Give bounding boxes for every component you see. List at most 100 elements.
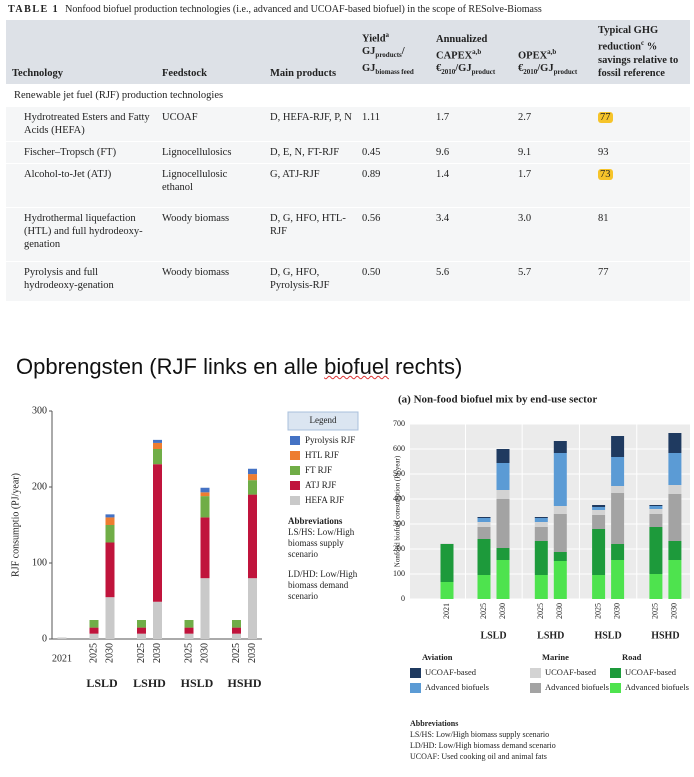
table-row: Fischer–Tropsch (FT) Lignocellulosics D, E… (6, 140, 690, 163)
legend-swatch (290, 496, 300, 505)
bar-segment (184, 627, 194, 634)
header-row: Technology Feedstock Main products Yielda G… (6, 20, 690, 84)
x-tick-label: 2025 (479, 603, 488, 619)
chart-title: (a) Non-food biofuel mix by end-use sect… (398, 394, 597, 406)
table-cell: 77 (592, 105, 690, 141)
group-label: LSHD (133, 676, 166, 690)
bar-segment (649, 527, 663, 574)
y-tick-label: 100 (32, 557, 47, 568)
notes-line: LD/HD: Low/High biomass demand scenario (410, 741, 556, 750)
table-cell: 0.56 (356, 206, 430, 261)
group-label: HSHD (227, 676, 261, 690)
plot-background (410, 424, 690, 599)
cell-text: 1.11 (362, 111, 380, 123)
bar-segment (137, 620, 146, 628)
legend-group-title: Aviation (422, 652, 453, 662)
bar-segment (477, 539, 491, 575)
cell-text: G, ATJ-RJF (270, 168, 320, 180)
group-label: LSLD (86, 676, 118, 690)
bar-segment (496, 449, 510, 463)
cell-text: Woody biomass (162, 266, 230, 278)
header-text: Technology (12, 67, 63, 79)
bar-segment (668, 560, 682, 599)
table-cell: 2.7 (512, 105, 592, 141)
legend-label: HEFA RJF (305, 495, 344, 505)
legend-label: UCOAF-based (425, 667, 477, 677)
cell-text: Hydrotreated Esters and Fatty Acids (HEF… (24, 111, 150, 136)
table-cell: 0.89 (356, 162, 430, 207)
cell-text: Pyrolysis and full hydrodeoxy-genation (24, 266, 114, 291)
y-tick-label: 400 (393, 494, 405, 503)
table-cell: 77 (592, 260, 690, 301)
notes-title: Abbreviations (410, 719, 459, 728)
bar-segment (553, 552, 567, 561)
legend-group-title: Road (622, 652, 642, 662)
cell-text: 2.7 (518, 111, 532, 123)
table-cell: 5.6 (430, 260, 512, 301)
header-cell: Yielda GJproducts/ GJbiomass feed (356, 20, 430, 84)
header-sup: a,b (472, 47, 482, 56)
x-tick-label: 2025 (136, 643, 147, 663)
bar-segment (592, 505, 606, 507)
bar-segment (553, 561, 567, 599)
bar-segment (440, 544, 454, 582)
table-row: Hydrothermal liquefaction (HTL) and full… (6, 206, 690, 261)
legend-swatch (290, 436, 300, 445)
cell-text: 93 (598, 146, 609, 158)
table-cell: D, E, N, FT-RJF (264, 140, 356, 163)
header-sub: 2010 (441, 68, 456, 77)
table-cell: Hydrothermal liquefaction (HTL) and full… (6, 206, 156, 261)
header-text: /GJ (537, 63, 554, 75)
cell-text: 3.0 (518, 212, 532, 224)
header-sub: product (553, 68, 578, 77)
legend-swatch (290, 466, 300, 475)
notes-line: UCOAF: Used cooking oil and animal fats (410, 752, 547, 761)
section-row: Renewable jet fuel (RJF) production tech… (6, 83, 690, 106)
legend-label: Advanced biofuels (545, 682, 609, 692)
bar-segment (668, 485, 682, 494)
bar-segment (153, 439, 162, 443)
legend-label: Pyrolysis RJF (305, 435, 355, 445)
table-cell: D, G, HFO, Pyrolysis-RJF (264, 260, 356, 301)
y-axis-label: RJF consumptio (PJ/year) (10, 473, 21, 577)
table-cell: Woody biomass (156, 206, 264, 261)
bar-segment (649, 506, 663, 509)
bar-segment (200, 578, 210, 639)
bar-segment (477, 522, 491, 527)
table-cell: Alcohol-to-Jet (ATJ) (6, 162, 156, 207)
cell-text: 5.6 (436, 266, 450, 278)
x-tick-label: 2025 (231, 643, 242, 663)
bar-segment (553, 514, 567, 552)
cell-text: 5.7 (518, 266, 532, 278)
cell-text: Hydrothermal liquefaction (HTL) and full… (24, 212, 143, 250)
table-cell: Pyrolysis and full hydrodeoxy-genation (6, 260, 156, 301)
x-tick-label: 2025 (651, 603, 660, 619)
bar-segment (137, 627, 146, 634)
table-row: Alcohol-to-Jet (ATJ) Lignocellulosic etha… (6, 162, 690, 207)
bar-segment (105, 597, 115, 639)
heading: Opbrengsten (RJF links en alle biofuel r… (16, 354, 462, 380)
table-row: Pyrolysis and full hydrodeoxy-genation Wo… (6, 260, 690, 301)
table-cell: 9.6 (430, 140, 512, 163)
x-tick-label: 2030 (247, 643, 258, 663)
bar-segment (248, 480, 257, 495)
x-tick-label: 2030 (104, 643, 115, 663)
x-tick-label: 2030 (555, 603, 564, 619)
header-text: Typical GHG reduction (598, 25, 659, 53)
table-cell: 1.11 (356, 105, 430, 141)
table-cell: Lignocellulosics (156, 140, 264, 163)
bar-segment (668, 494, 682, 541)
cell-text: D, E, N, FT-RJF (270, 146, 340, 158)
legend-label: UCOAF-based (545, 667, 597, 677)
highlighted-value: 73 (598, 168, 613, 180)
bar-segment (592, 507, 606, 510)
header-cell: Typical GHG reductionc % savings relativ… (592, 20, 690, 84)
cell-text: 0.89 (362, 168, 381, 180)
x-tick-label: 2021 (52, 653, 72, 664)
bar-segment (534, 518, 548, 522)
cell-text: 9.6 (436, 146, 450, 158)
table-caption: TABLE 1 Nonfood biofuel production techno… (8, 4, 542, 15)
y-tick-label: 0 (401, 594, 405, 603)
header-cell: Feedstock (156, 20, 264, 84)
